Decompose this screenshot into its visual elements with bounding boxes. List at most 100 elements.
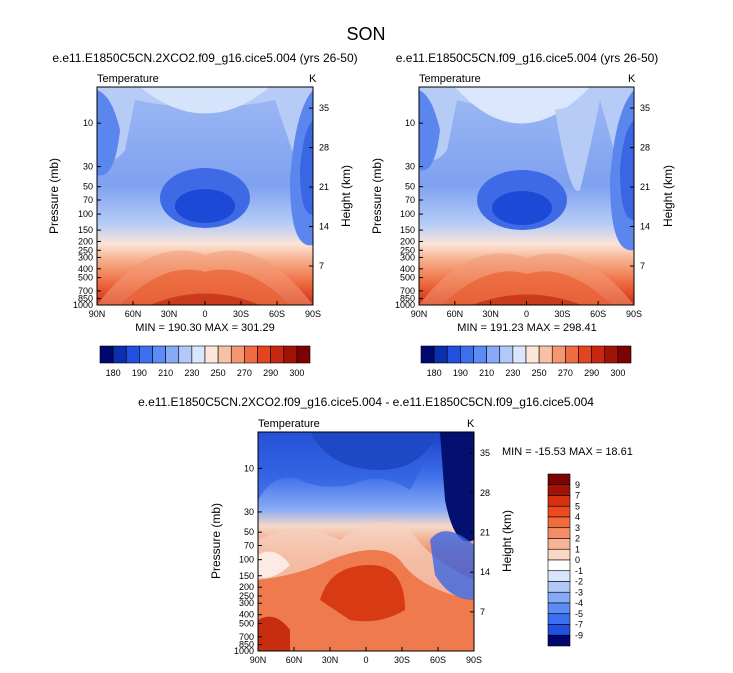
x-tick-label: 30S [554, 309, 570, 319]
x-tick-label: 60N [125, 309, 142, 319]
colorbar-swatch [547, 538, 571, 550]
y-tick-label: 150 [78, 225, 93, 235]
colorbar-swatch [283, 345, 298, 364]
y-right-tick-label: 7 [640, 261, 645, 271]
x-tick-label: 90S [466, 655, 482, 665]
y-right-tick-label: 21 [480, 528, 490, 538]
panel-3: e.e11.E1850C5CN.2XCO2.f09_g16.cice5.004 … [138, 395, 633, 665]
y-right-tick-label: 28 [319, 143, 329, 153]
colorbar-swatch [547, 505, 571, 518]
colorbar-swatch [578, 345, 592, 364]
panel-1-units-label: K [309, 73, 317, 85]
colorbar-swatch [547, 484, 571, 496]
y-tick-label: 100 [78, 209, 93, 219]
y-tick-label: 70 [405, 195, 415, 205]
colorbar-swatch [125, 345, 140, 364]
colorbar-label: 250 [532, 368, 547, 378]
y-tick-label: 50 [83, 182, 93, 192]
y-tick-label: 300 [78, 252, 93, 262]
colorbar-swatch [499, 345, 514, 364]
colorbar-label: 3 [575, 523, 580, 533]
colorbar-swatch [486, 345, 501, 364]
panel-2-title: e.e11.E1850C5CN.f09_g16.cice5.004 (yrs 2… [396, 51, 659, 65]
colorbar-swatch [547, 516, 571, 529]
x-tick-label: 30N [482, 309, 499, 319]
y-tick-label: 250 [78, 245, 93, 255]
y-tick-label: 500 [400, 273, 415, 283]
x-tick-label: 30S [233, 309, 249, 319]
colorbar-swatch [204, 345, 219, 364]
colorbar-label: 300 [610, 368, 625, 378]
x-tick-label: 0 [524, 309, 529, 319]
colorbar-swatch [296, 345, 311, 364]
y-tick-label: 850 [78, 294, 93, 304]
x-tick-label: 90N [89, 309, 106, 319]
colorbar-swatch [547, 559, 571, 572]
panel-2-units-label: K [628, 73, 636, 85]
panel-2-axes: 90N 60N 30N 0 30S 60S 90S103050701001502002503… [395, 103, 650, 319]
y-tick-label: 250 [239, 591, 254, 601]
x-tick-label: 60S [590, 309, 606, 319]
x-tick-label: 90S [626, 309, 642, 319]
colorbar-label: -3 [575, 587, 583, 597]
y-right-tick-label: 28 [640, 143, 650, 153]
x-tick-label: 30S [394, 655, 410, 665]
y-right-tick-label: 21 [640, 182, 650, 192]
panel-3-variable-label: Temperature [258, 418, 320, 430]
colorbar-swatch [604, 345, 619, 364]
colorbar-label: 0 [575, 555, 580, 565]
y-right-tick-label: 35 [640, 103, 650, 113]
y-tick-label: 1000 [73, 300, 93, 310]
x-tick-label: 90S [305, 309, 321, 319]
y-tick-label: 1000 [395, 300, 415, 310]
y-tick-label: 30 [405, 162, 415, 172]
y-tick-label: 400 [239, 610, 254, 620]
colorbar-swatch [512, 345, 527, 364]
colorbar-swatch [547, 634, 571, 647]
colorbar-swatch [547, 602, 571, 615]
panel-2-ylabel-right: Height (km) [661, 165, 675, 227]
colorbar-label: 230 [505, 368, 520, 378]
y-tick-label: 150 [239, 571, 254, 581]
panel-1-variable-label: Temperature [97, 73, 159, 85]
y-tick-label: 200 [78, 236, 93, 246]
colorbar-label: 5 [575, 501, 580, 511]
colorbar-right: 180 190 210 230 250 270 290 300 [420, 345, 632, 378]
colorbar-label: 210 [158, 368, 173, 378]
colorbar-label: -9 [575, 630, 583, 640]
colorbar-label: 7 [575, 491, 580, 501]
colorbar-label: 190 [453, 368, 468, 378]
y-right-tick-label: 35 [480, 448, 490, 458]
colorbar-label: 180 [106, 368, 121, 378]
x-tick-label: 0 [202, 309, 207, 319]
colorbar-label: 270 [237, 368, 252, 378]
y-right-tick-label: 21 [319, 182, 329, 192]
figure-title: SON [346, 24, 385, 44]
y-right-tick-label: 14 [640, 222, 650, 232]
colorbar-label: 250 [211, 368, 226, 378]
colorbar-label: 210 [479, 368, 494, 378]
y-tick-label: 100 [239, 555, 254, 565]
y-tick-label: 250 [400, 245, 415, 255]
y-tick-label: 500 [78, 273, 93, 283]
y-tick-label: 30 [244, 507, 254, 517]
colorbar-swatch [446, 345, 461, 364]
panel-3-title: e.e11.E1850C5CN.2XCO2.f09_g16.cice5.004 … [138, 395, 594, 409]
panel-1-stats: MIN = 190.30 MAX = 301.29 [135, 322, 274, 334]
y-tick-label: 400 [400, 264, 415, 274]
y-tick-label: 100 [400, 209, 415, 219]
panel-1-ylabel: Pressure (mb) [47, 158, 61, 234]
colorbar-swatch [191, 345, 206, 364]
colorbar-label: -7 [575, 620, 583, 630]
colorbar-label: 230 [184, 368, 199, 378]
colorbar-label: -4 [575, 598, 583, 608]
panel-1-title: e.e11.E1850C5CN.2XCO2.f09_g16.cice5.004 … [52, 51, 357, 65]
panel-3-axes: 90N 60N 30N 0 30S 60S 90S103050701001502002503… [234, 448, 490, 665]
colorbar-swatch [178, 345, 193, 364]
y-tick-label: 70 [244, 541, 254, 551]
colorbar-label: 300 [289, 368, 304, 378]
colorbar-swatch [538, 345, 553, 364]
colorbar-swatch [257, 345, 271, 364]
